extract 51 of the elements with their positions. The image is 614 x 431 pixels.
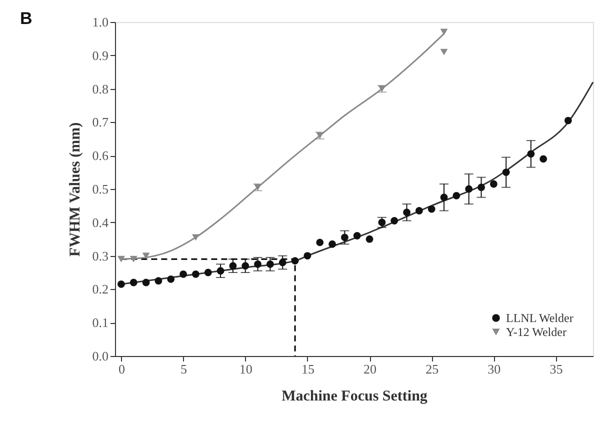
point [304,252,312,260]
point [390,217,398,224]
point [154,277,162,285]
x-tick-label: 35 [550,362,563,376]
legend-label: LLNL Welder [506,311,574,325]
y-tick-label: 0.2 [92,282,108,297]
point [440,28,448,36]
y-tick-label: 0.8 [92,81,108,96]
point [440,48,448,56]
point [564,116,572,124]
x-tick-label: 10 [239,362,252,376]
point [204,268,212,276]
point [428,205,436,213]
point [130,278,138,286]
point [142,252,150,260]
point [180,270,187,278]
point [353,232,361,240]
point [328,240,336,248]
y-axis-title: FWHM Values (mm) [67,122,84,257]
x-tick-label: 0 [118,362,125,376]
point [192,270,200,278]
point [130,256,138,262]
point [316,238,324,246]
point [452,192,460,200]
x-tick-label: 25 [426,362,439,376]
point [118,256,125,262]
x-tick-label: 20 [364,362,377,376]
y-tick-label: 1.0 [92,14,108,30]
point [540,155,548,163]
point [192,234,200,241]
point [142,278,150,286]
y-tick-label: 0.5 [92,182,108,196]
point [118,280,125,288]
y-tick-label: 0.1 [92,315,108,330]
text: B [20,9,32,28]
x-axis-title: Machine Focus Setting [282,388,428,404]
point [415,207,423,214]
point [167,275,175,283]
y-tick-label: 0.9 [92,48,108,63]
legend-label: Y-12 Welder [506,325,566,339]
point [366,235,374,243]
y-tick-label: 0.0 [92,348,108,364]
x-tick-label: 30 [488,362,501,376]
y-tick-label: 0.3 [92,248,108,264]
point [291,257,299,265]
x-tick-label: 15 [301,362,314,376]
y-tick-label: 0.4 [92,214,109,230]
x-tick-label: 5 [180,362,188,376]
y-tick-label: 0.7 [92,114,109,130]
point [490,180,498,188]
y-tick-label: 0.6 [92,148,109,164]
